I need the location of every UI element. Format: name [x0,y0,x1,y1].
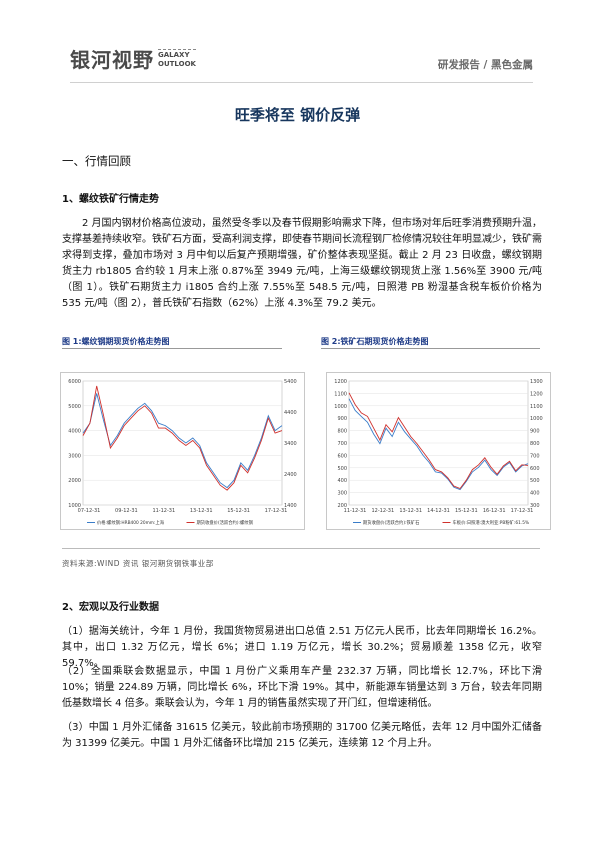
chart2-y-right-tick: 700 [530,453,540,459]
chart2-x-tick: 13-12-31 [399,508,422,514]
subsection-heading-1: 1、螺纹铁矿行情走势 [62,194,159,205]
chart2-y-left-tick: 300 [337,491,347,497]
chart2-series-line-1 [348,398,529,491]
chart1-x-tick: 15-12-31 [227,508,250,514]
chart2-y-left-tick: 700 [337,441,347,447]
chart2-y-right-tick: 300 [530,503,540,509]
chart2-x-tick: 14-12-31 [427,508,450,514]
chart2-series-line-2 [348,392,529,490]
chart2-legend-label: 期货收盘价(活跃合约):铁矿石 [363,519,420,526]
chart2-y-left-tick: 200 [337,503,347,509]
chart2-y-right-tick: 900 [530,429,540,435]
paragraph-auto-data: （2）全国乘联会数据显示，中国 1 月份广义乘用车产量 232.37 万辆，同比… [62,666,542,709]
rebar-price-chart: 6000 5000 4000 3000 2000 1000 5400 4400 3400 2400… [68,379,297,526]
chart1-y-right-tick: 1400 [284,503,297,509]
chart1-series-line-1 [82,393,283,489]
chart2-y-right-tick: 600 [530,466,540,472]
chart1-y-left-tick: 2000 [68,478,81,484]
chart1-x-tick: 11-12-31 [152,508,175,514]
chart1-x-tick: 07-12-31 [78,508,101,514]
chart1-y-left-tick: 4000 [68,429,81,435]
chart1-y-right-tick: 3400 [284,441,297,447]
section-heading-1: 一、行情回顾 [62,154,131,168]
chart-2-frame: 1200 1100 1000 900 800 700 600 500 400 300 200 1300… [326,372,551,530]
galaxy-logo: 银河视野 GALAXY OUTLOOK [70,44,196,73]
chart2-x-tick: 15-12-31 [455,508,478,514]
chart2-y-right-tick: 1100 [530,404,543,410]
chart1-y-right-tick: 4400 [284,410,297,416]
chart2-y-left-tick: 900 [337,416,347,422]
logo-en-line-1: GALAXY [158,50,190,59]
chart2-x-tick: 11-12-31 [344,508,367,514]
chart2-y-left-tick: 1200 [334,379,347,385]
chart1-x-tick: 17-12-31 [265,508,288,514]
chart2-legend-label: 车板价:日照港:澳大利亚:PB粉矿:61.5% [453,519,530,526]
chart2-y-right-tick: 500 [530,478,540,484]
chart2-x-tick: 17-12-31 [511,508,534,514]
source-note: 资料来源:WIND 资讯 银河期货钢铁事业部 [62,559,214,568]
report-category: 研发报告 / 黑色金属 [437,59,533,71]
chart1-legend-label: 价格:螺纹钢:HRB400 20mm:上海 [97,519,165,526]
chart2-y-left-tick: 500 [337,466,347,472]
logo-en-line-2: OUTLOOK [158,59,196,68]
chart1-y-right-tick: 2400 [284,472,297,478]
chart1-y-left-tick: 5000 [68,404,81,410]
chart2-y-left-tick: 1100 [334,391,347,397]
chart1-legend-label: 期货收盘价(活跃合约):螺纹钢 [197,519,253,526]
chart1-y-left-tick: 6000 [68,379,81,385]
figure-2-title: 图 2:铁矿石期现货价格走势图 [321,337,429,346]
logo-cn-text: 银河视野 [70,48,154,72]
source-divider [62,548,540,549]
page-title: 旺季将至 钢价反弹 [234,106,361,124]
chart1-y-left-tick: 1000 [68,503,81,509]
chart2-x-tick: 16-12-31 [483,508,506,514]
logo-en-text: GALAXY OUTLOOK [158,48,196,69]
chart2-y-left-tick: 1000 [334,404,347,410]
chart1-series-line-2 [82,385,283,491]
section-heading-2: 2、宏观以及行业数据 [62,602,159,613]
chart2-y-right-tick: 800 [530,441,540,447]
paragraph-fx-reserves: （3）中国 1 月外汇储备 31615 亿美元，较此前市场预期的 31700 亿… [62,722,542,749]
chart-1-frame: 6000 5000 4000 3000 2000 1000 5400 4400 3400 2400… [60,372,305,530]
figure-1-rule [62,348,282,349]
paragraph-trade-data: （1）据海关统计，今年 1 月份，我国货物贸易进出口总值 2.51 万亿元人民币… [62,626,542,669]
chart1-y-right-tick: 5400 [284,379,297,385]
figure-1-title: 图 1:螺纹钢期现货价格走势图 [62,337,170,346]
chart2-y-right-tick: 1200 [530,391,543,397]
chart2-y-right-tick: 400 [530,491,540,497]
chart2-y-left-tick: 400 [337,478,347,484]
header-divider [70,82,533,83]
chart2-y-left-tick: 600 [337,453,347,459]
chart2-x-tick: 12-12-31 [371,508,394,514]
chart1-x-tick: 09-12-31 [115,508,138,514]
iron-ore-price-chart: 1200 1100 1000 900 800 700 600 500 400 300 200 1300… [334,379,543,526]
figure-2-rule [321,348,540,349]
chart2-y-left-tick: 800 [337,429,347,435]
chart2-y-right-tick: 1300 [530,379,543,385]
paragraph-market-review: 2 月国内钢材价格高位波动，虽然受冬季以及春节假期影响需求下降，但市场对年后旺季… [62,218,542,309]
chart1-x-tick: 13-12-31 [190,508,213,514]
chart2-y-right-tick: 1000 [530,416,543,422]
chart1-y-left-tick: 3000 [68,453,81,459]
